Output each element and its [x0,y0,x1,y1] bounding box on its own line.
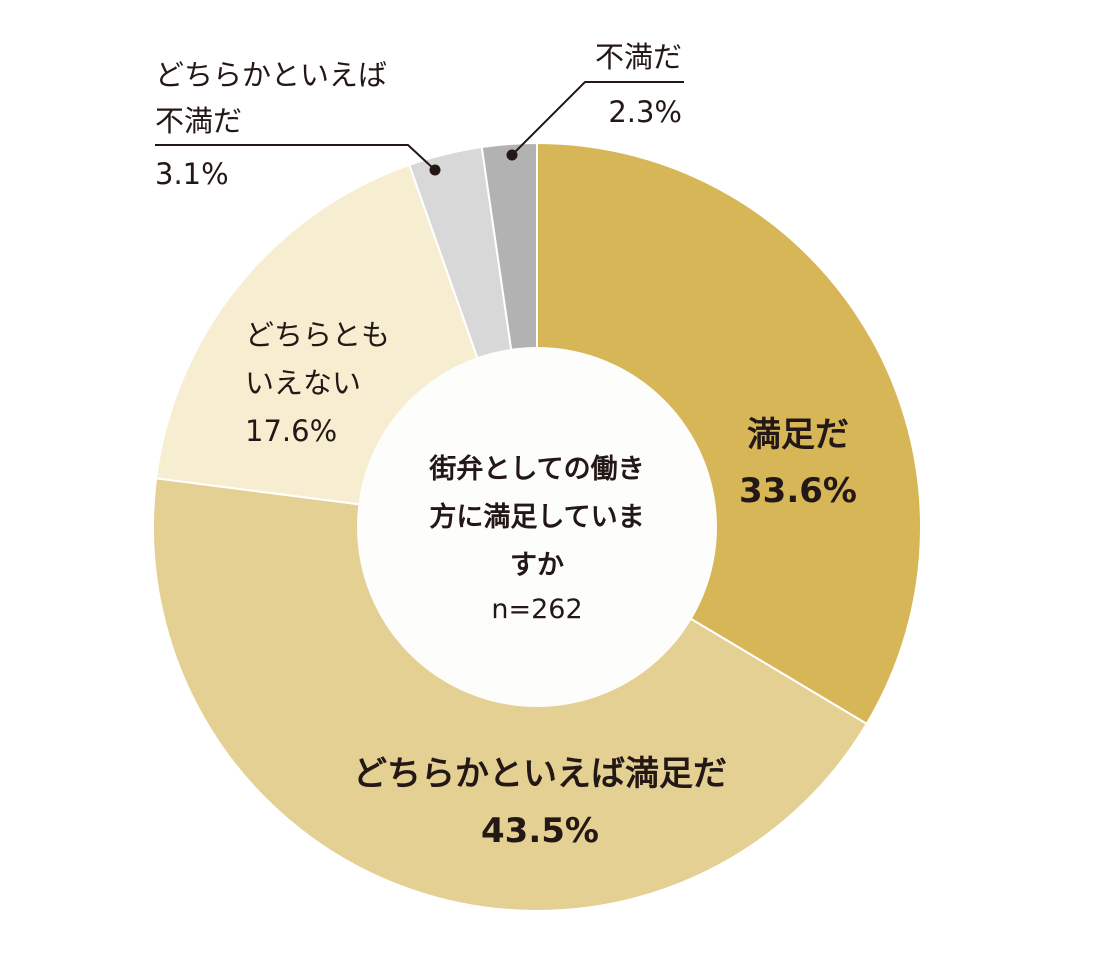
slice-name-dissatisfied: 不満だ [595,40,682,74]
slice-value-neutral: 17.6% [245,414,337,448]
slice-name-somewhat-dissatisfied-line-1: どちらかといえば [155,58,387,92]
slice-label-neutral: どちらとも いえない 17.6% [245,318,390,448]
center-title-line-1: 街弁としての働き [428,454,644,485]
leader-line-somewhat-dissatisfied [155,144,436,171]
leader-dot-dissatisfied [506,149,518,161]
slice-value-satisfied: 33.6% [739,471,857,511]
slice-value-dissatisfied: 2.3% [608,95,682,129]
sample-size-label: n=262 [491,594,582,625]
donut-center-hole [357,347,717,707]
slice-name-neutral-line-2: いえない [245,366,361,400]
leader-dot-somewhat-dissatisfied [429,164,441,176]
slice-label-satisfied: 満足だ 33.6% [739,415,857,511]
slice-name-neutral-line-1: どちらとも [245,318,390,352]
center-title-line-3: すか [510,550,564,581]
center-title: 街弁としての働き 方に満足していま すか n=262 [428,454,644,625]
slice-name-satisfied: 満足だ [747,415,849,455]
center-title-line-2: 方に満足していま [429,501,644,533]
slice-name-somewhat-dissatisfied-line-2: 不満だ [155,104,242,138]
slice-label-somewhat-dissatisfied: どちらかといえば 不満だ 3.1% [155,58,441,191]
slice-value-somewhat-dissatisfied: 3.1% [155,157,229,191]
leader-line-dissatisfied [511,81,684,156]
slice-name-somewhat-satisfied: どちらかといえば満足だ [353,754,727,794]
slice-label-dissatisfied: 不満だ 2.3% [506,40,684,161]
slice-value-somewhat-satisfied: 43.5% [481,811,599,851]
slice-label-somewhat-satisfied: どちらかといえば満足だ 43.5% [353,754,727,851]
